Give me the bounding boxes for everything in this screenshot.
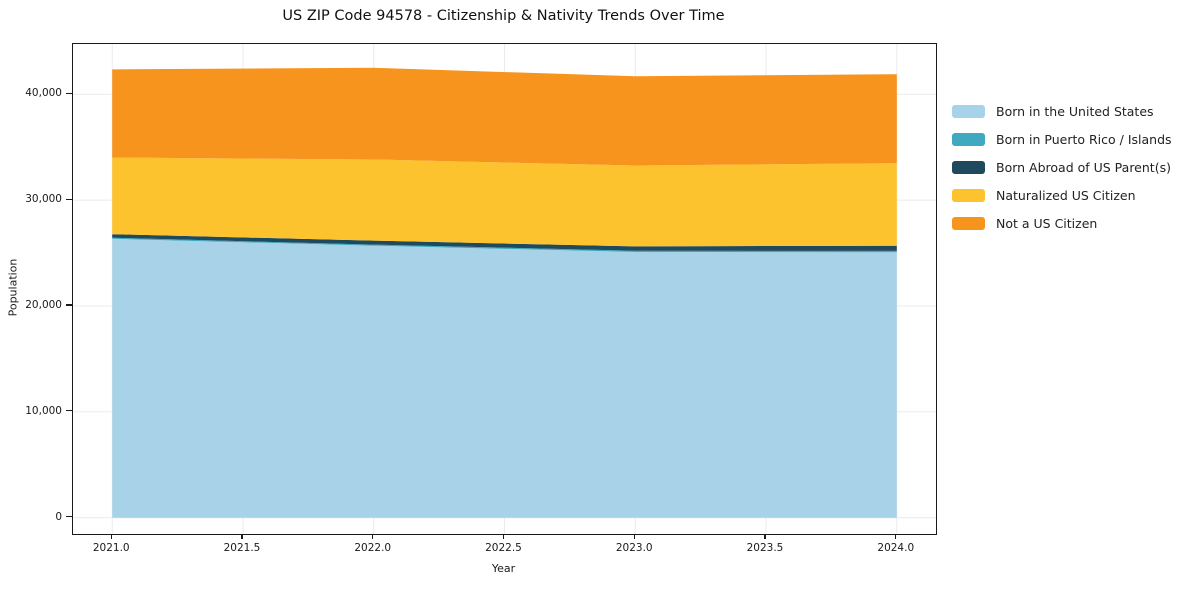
legend: Born in the United States Born in Puerto … — [952, 97, 1172, 237]
legend-label: Born in Puerto Rico / Islands — [996, 131, 1172, 147]
y-tick-label: 10,000 — [25, 404, 62, 417]
x-tick-label: 2022.0 — [354, 542, 392, 554]
y-tick-mark — [66, 516, 72, 518]
legend-swatch-icon — [952, 132, 985, 146]
x-tick-mark — [633, 534, 635, 539]
x-tick-label: 2022.5 — [485, 542, 522, 554]
legend-label: Born Abroad of US Parent(s) — [996, 159, 1171, 175]
legend-label: Born in the United States — [996, 103, 1154, 119]
x-tick-label: 2024.0 — [877, 542, 915, 554]
y-tick-label: 20,000 — [25, 298, 62, 311]
chart-title: US ZIP Code 94578 - Citizenship & Nativi… — [282, 8, 725, 24]
y-tick-mark — [66, 92, 72, 94]
area-series-0 — [112, 238, 897, 518]
y-tick-mark — [66, 304, 72, 306]
x-tick-mark — [110, 534, 112, 539]
y-tick-mark — [66, 410, 72, 412]
y-tick-mark — [66, 198, 72, 200]
legend-label: Naturalized US Citizen — [996, 187, 1136, 203]
x-tick-label: 2023.0 — [615, 542, 653, 554]
x-tick-mark — [895, 534, 897, 539]
legend-swatch-icon — [952, 104, 985, 118]
y-tick-label: 30,000 — [25, 193, 62, 206]
legend-row-4: Not a US Citizen — [952, 209, 1172, 237]
area-series-4 — [112, 67, 897, 166]
legend-swatch-icon — [952, 160, 985, 174]
area-series-3 — [112, 157, 897, 247]
legend-swatch-icon — [952, 216, 985, 230]
x-tick-mark — [502, 534, 505, 539]
stacked-area-svg — [73, 44, 936, 534]
x-tick-mark — [241, 534, 243, 539]
y-tick-label: 40,000 — [25, 87, 62, 100]
x-tick-label: 2021.0 — [92, 542, 130, 554]
y-tick-label: 0 — [55, 510, 62, 523]
x-tick-mark — [372, 534, 374, 539]
legend-row-0: Born in the United States — [952, 97, 1172, 125]
legend-swatch-icon — [952, 188, 985, 202]
x-axis-label: Year — [491, 562, 516, 575]
x-tick-label: 2023.5 — [746, 542, 784, 554]
x-tick-label: 2021.5 — [223, 542, 261, 554]
area-series-2 — [112, 234, 897, 251]
plot-area — [72, 43, 937, 535]
y-axis-label: Population — [6, 258, 20, 317]
legend-row-2: Born Abroad of US Parent(s) — [952, 153, 1172, 181]
legend-row-1: Born in Puerto Rico / Islands — [952, 125, 1172, 153]
x-tick-mark — [764, 534, 766, 539]
legend-label: Not a US Citizen — [996, 215, 1098, 231]
legend-row-3: Naturalized US Citizen — [952, 181, 1172, 209]
